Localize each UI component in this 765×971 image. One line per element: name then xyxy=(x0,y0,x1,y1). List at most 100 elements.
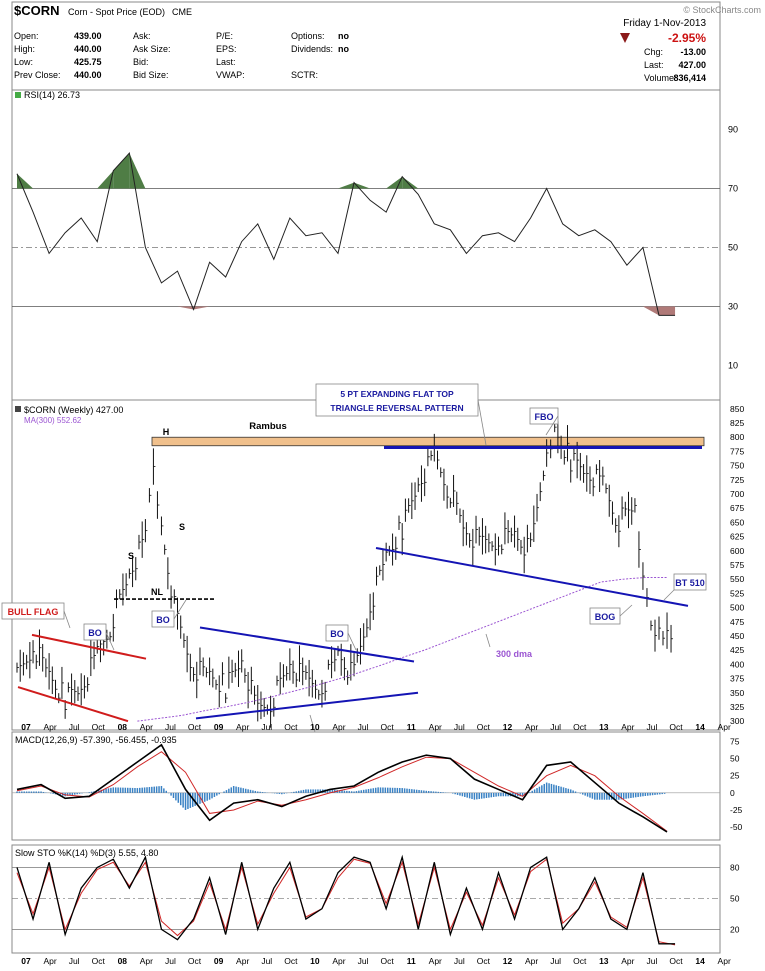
sto-k-line xyxy=(16,854,676,945)
time-axis-label: Apr xyxy=(236,956,249,966)
time-axis-label: 10 xyxy=(310,722,320,732)
price-frame xyxy=(11,399,721,731)
ma-300-line xyxy=(137,576,668,722)
price-tick-label: 775 xyxy=(730,446,744,456)
macd-signal-line xyxy=(16,751,668,832)
time-axis-label: Jul xyxy=(261,956,272,966)
resistance-band xyxy=(151,436,705,447)
rsi-panel: RSI(14) 26.73 10 30 50 70 90 xyxy=(11,89,738,401)
bo-label-2: BO xyxy=(156,615,170,625)
field-label: Prev Close: xyxy=(14,70,61,80)
time-axis-label: Oct xyxy=(477,956,491,966)
right-shoulder-label: S xyxy=(179,522,185,532)
field-label: Chg: xyxy=(644,47,663,57)
time-axis-label: 08 xyxy=(118,956,128,966)
symbol: $CORN xyxy=(14,3,60,18)
quote-fields: Open: 439.00 High: 440.00 Low: 425.75 Prev Clo… xyxy=(14,31,706,83)
time-axis-label: Apr xyxy=(621,722,634,732)
quote-date: Friday 1-Nov-2013 xyxy=(623,18,706,29)
macd-tick-label: 50 xyxy=(730,754,740,764)
expanding-pattern-label-1: 5 PT EXPANDING FLAT TOP xyxy=(340,389,454,399)
macd-tick-label: -25 xyxy=(730,805,743,815)
bo-label-3-pointer xyxy=(347,632,357,651)
time-axis-label: 12 xyxy=(503,722,513,732)
time-axis-label: Apr xyxy=(429,722,442,732)
ma-legend: MA(300) 552.62 xyxy=(24,416,82,425)
rsi-plot: 10 30 50 70 90 xyxy=(12,125,738,371)
price-tick-label: 750 xyxy=(730,461,744,471)
time-axis-label: Jul xyxy=(550,722,561,732)
price-tick-label: 675 xyxy=(730,503,744,513)
bo-label-3: BO xyxy=(330,629,344,639)
time-axis-label: 09 xyxy=(214,722,224,732)
time-axis-label: Apr xyxy=(718,956,731,966)
price-tick-label: 450 xyxy=(730,631,744,641)
time-axis-label: Apr xyxy=(525,956,538,966)
time-axis-label: Jul xyxy=(454,956,465,966)
triangle-lower-line xyxy=(195,691,419,720)
price-tick-label: 850 xyxy=(730,404,744,414)
time-axis-label: Apr xyxy=(332,722,345,732)
rsi-tick-label: 90 xyxy=(728,125,738,135)
rsi-legend-marker xyxy=(15,92,21,98)
time-axis-label: Oct xyxy=(188,722,202,732)
field-label: Last: xyxy=(644,60,664,70)
time-axis-label: 14 xyxy=(695,956,705,966)
bo-label-1-pointer xyxy=(105,631,115,651)
time-axis-label: Apr xyxy=(718,722,731,732)
left-shoulder-label: S xyxy=(128,551,134,561)
time-axis-label: Jul xyxy=(165,722,176,732)
time-axis-label: Oct xyxy=(669,722,683,732)
time-axis-label: Oct xyxy=(92,956,106,966)
rsi-overbought-fill xyxy=(97,170,114,189)
rsi-frame xyxy=(11,89,721,401)
time-axis-label: 08 xyxy=(118,722,128,732)
bull-flag-label: BULL FLAG xyxy=(8,607,59,617)
macd-tick-label: -50 xyxy=(730,822,743,832)
sto-title: Slow STO %K(14) %D(3) 5.55, 4.80 xyxy=(15,848,158,858)
bull-flag-label-pointer xyxy=(63,610,71,629)
ma-300-pointer xyxy=(485,633,491,648)
field-label: SCTR: xyxy=(291,70,318,80)
bt-510-label-pointer xyxy=(663,589,675,601)
time-axis-label: Apr xyxy=(140,722,153,732)
sto-plot: 20 50 80 xyxy=(12,854,740,946)
time-axis-label: Apr xyxy=(429,956,442,966)
time-axis-label: Oct xyxy=(284,956,298,966)
rambus-label: Rambus xyxy=(249,421,286,432)
time-axis-label: Oct xyxy=(284,722,298,732)
field-label: High: xyxy=(14,44,35,54)
ma-300-label: 300 dma xyxy=(496,649,533,659)
price-tick-label: 550 xyxy=(730,574,744,584)
price-tick-label: 700 xyxy=(730,489,744,499)
field-value: -13.00 xyxy=(680,47,706,57)
price-tick-label: 475 xyxy=(730,617,744,627)
time-axis-label: Jul xyxy=(550,956,561,966)
neckline-label: NL xyxy=(151,587,163,597)
rsi-oversold-fill xyxy=(659,306,676,316)
time-axis-label: Apr xyxy=(332,956,345,966)
bo-label-1: BO xyxy=(88,628,102,638)
time-axis-label: Oct xyxy=(669,956,683,966)
time-axis-label: Oct xyxy=(92,722,106,732)
field-label: Volume: xyxy=(644,73,677,83)
sto-frame xyxy=(11,844,721,954)
macd-line xyxy=(16,743,668,833)
rsi-line xyxy=(16,152,676,316)
change-percent: -2.95% xyxy=(668,31,706,45)
macd-frame xyxy=(11,731,721,841)
price-tick-label: 525 xyxy=(730,588,744,598)
field-label: Bid: xyxy=(133,57,149,67)
down-arrow-icon xyxy=(620,33,630,43)
price-tick-label: 625 xyxy=(730,532,744,542)
field-value: 440.00 xyxy=(74,44,102,54)
field-value: 425.75 xyxy=(74,57,102,67)
exchange: CME xyxy=(172,7,192,17)
field-label: P/E: xyxy=(216,31,233,41)
price-tick-label: 425 xyxy=(730,645,744,655)
price-title: $CORN (Weekly) 427.00 xyxy=(24,405,123,415)
time-axis-label: Jul xyxy=(69,722,80,732)
time-axis-label: Oct xyxy=(477,722,491,732)
rsi-tick-label: 50 xyxy=(728,243,738,253)
